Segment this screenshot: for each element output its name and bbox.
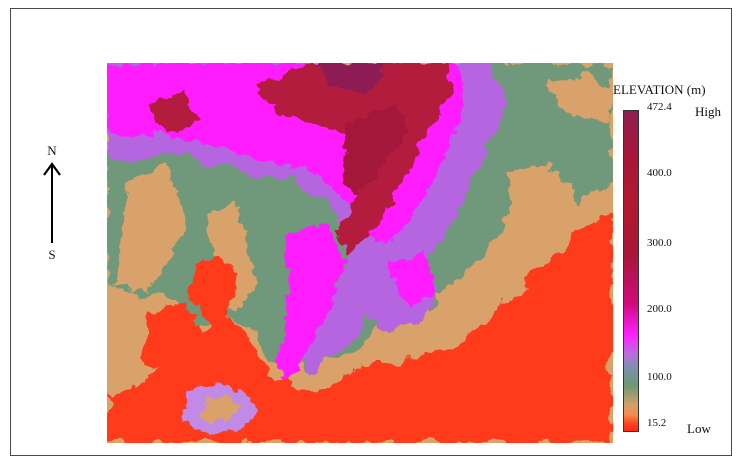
legend-tick: 100.0 xyxy=(647,371,672,383)
north-label: N xyxy=(47,143,57,158)
legend-high-label: High xyxy=(695,104,721,119)
terrain-high xyxy=(257,63,452,253)
legend-tick: 200.0 xyxy=(647,303,672,315)
elevation-map xyxy=(107,63,613,443)
legend-title: ELEVATION (m) xyxy=(613,82,706,97)
map-frame: N S ELEVATION (m) 472.4 High 400.0 300.0… xyxy=(10,8,732,456)
south-label: S xyxy=(48,247,56,262)
legend-low-label: Low xyxy=(687,421,711,436)
legend-max-value: 472.4 xyxy=(647,101,672,113)
legend-tick: 300.0 xyxy=(647,237,672,249)
terrain-lowest xyxy=(107,213,613,443)
elevation-color-ramp xyxy=(623,110,639,432)
legend-tick: 400.0 xyxy=(647,167,672,179)
arrow-up-icon xyxy=(43,162,61,243)
north-arrow: N S xyxy=(39,143,65,267)
terrain-highest xyxy=(317,63,387,93)
legend-min-value: 15.2 xyxy=(647,417,667,429)
